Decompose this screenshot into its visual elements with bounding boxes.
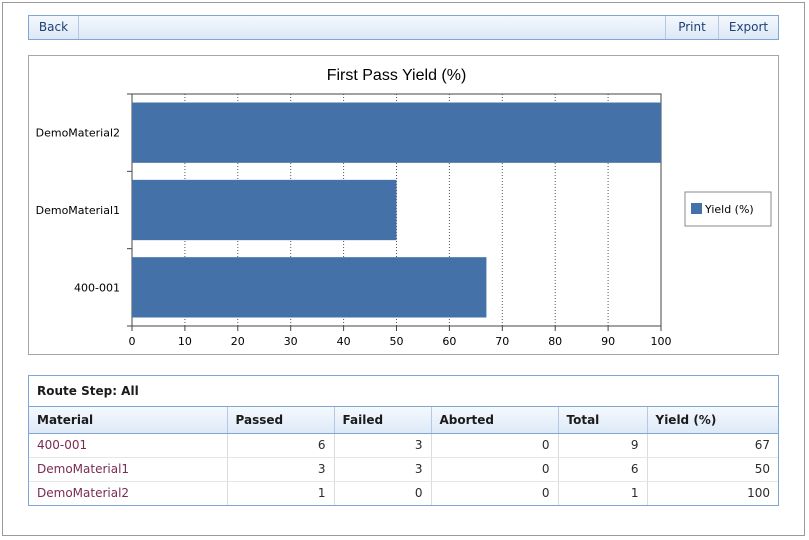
table-row[interactable]: DemoMaterial2 1 0 0 1 100 — [29, 481, 778, 505]
legend-label: Yield (%) — [704, 203, 754, 216]
column-header-passed[interactable]: Passed — [227, 407, 335, 434]
chart-title: First Pass Yield (%) — [327, 67, 467, 84]
x-tick-label: 40 — [337, 335, 351, 348]
table-row[interactable]: 400-001 6 3 0 9 67 — [29, 433, 778, 458]
legend-swatch — [691, 203, 702, 214]
cell-passed: 1 — [227, 481, 335, 505]
cell-aborted: 0 — [431, 481, 559, 505]
cell-passed: 6 — [227, 433, 335, 458]
x-tick-label: 100 — [651, 335, 672, 348]
bar-400-001 — [132, 257, 487, 318]
toolbar: Back Print Export — [28, 15, 779, 40]
cell-total: 6 — [558, 457, 648, 482]
cell-aborted: 0 — [431, 433, 559, 458]
print-button[interactable]: Print — [665, 16, 718, 39]
table-row[interactable]: DemoMaterial1 3 3 0 6 50 — [29, 457, 778, 482]
export-button[interactable]: Export — [718, 16, 778, 39]
cell-failed: 3 — [334, 457, 432, 482]
yield-chart-svg: First Pass Yield (%) 0 10 20 30 40 50 60 70 80 90 1… — [36, 67, 772, 348]
cell-yield: 50 — [647, 457, 778, 482]
x-tick-label: 10 — [178, 335, 192, 348]
cell-failed: 0 — [334, 481, 432, 505]
yield-chart: First Pass Yield (%) 0 10 20 30 40 50 60 70 80 90 1… — [28, 55, 779, 355]
cell-failed: 3 — [334, 433, 432, 458]
x-tick-label: 30 — [284, 335, 298, 348]
column-header-material[interactable]: Material — [29, 407, 228, 434]
cell-aborted: 0 — [431, 457, 559, 482]
back-button[interactable]: Back — [29, 16, 79, 39]
x-tick-label: 80 — [548, 335, 562, 348]
table-header-row: Material Passed Failed Aborted Total Yie… — [29, 407, 778, 434]
cell-yield: 67 — [647, 433, 778, 458]
cell-passed: 3 — [227, 457, 335, 482]
column-header-total[interactable]: Total — [558, 407, 648, 434]
route-step-label: Route Step: All — [29, 376, 778, 407]
cell-total: 9 — [558, 433, 648, 458]
y-category-label: DemoMaterial1 — [36, 204, 120, 217]
column-header-yield[interactable]: Yield (%) — [647, 407, 778, 434]
cell-material: 400-001 — [29, 433, 228, 458]
y-category-label: 400-001 — [74, 281, 120, 294]
x-tick-label: 0 — [129, 335, 136, 348]
x-tick-label: 50 — [390, 335, 404, 348]
x-tick-label: 70 — [495, 335, 509, 348]
cell-material: DemoMaterial2 — [29, 481, 228, 505]
x-tick-label: 90 — [601, 335, 615, 348]
cell-material: DemoMaterial1 — [29, 457, 228, 482]
cell-yield: 100 — [747, 486, 770, 501]
bar-DemoMaterial2 — [132, 102, 661, 163]
column-header-aborted[interactable]: Aborted — [431, 407, 559, 434]
cell-total: 1 — [558, 481, 648, 505]
x-tick-label: 60 — [442, 335, 456, 348]
y-category-label: DemoMaterial2 — [36, 127, 120, 140]
results-table: Material Passed Failed Aborted Total Yie… — [29, 407, 778, 505]
results-grid: Route Step: All Material Passed Failed A… — [28, 375, 779, 506]
bar-DemoMaterial1 — [132, 179, 397, 241]
x-tick-label: 20 — [231, 335, 245, 348]
column-header-failed[interactable]: Failed — [334, 407, 432, 434]
